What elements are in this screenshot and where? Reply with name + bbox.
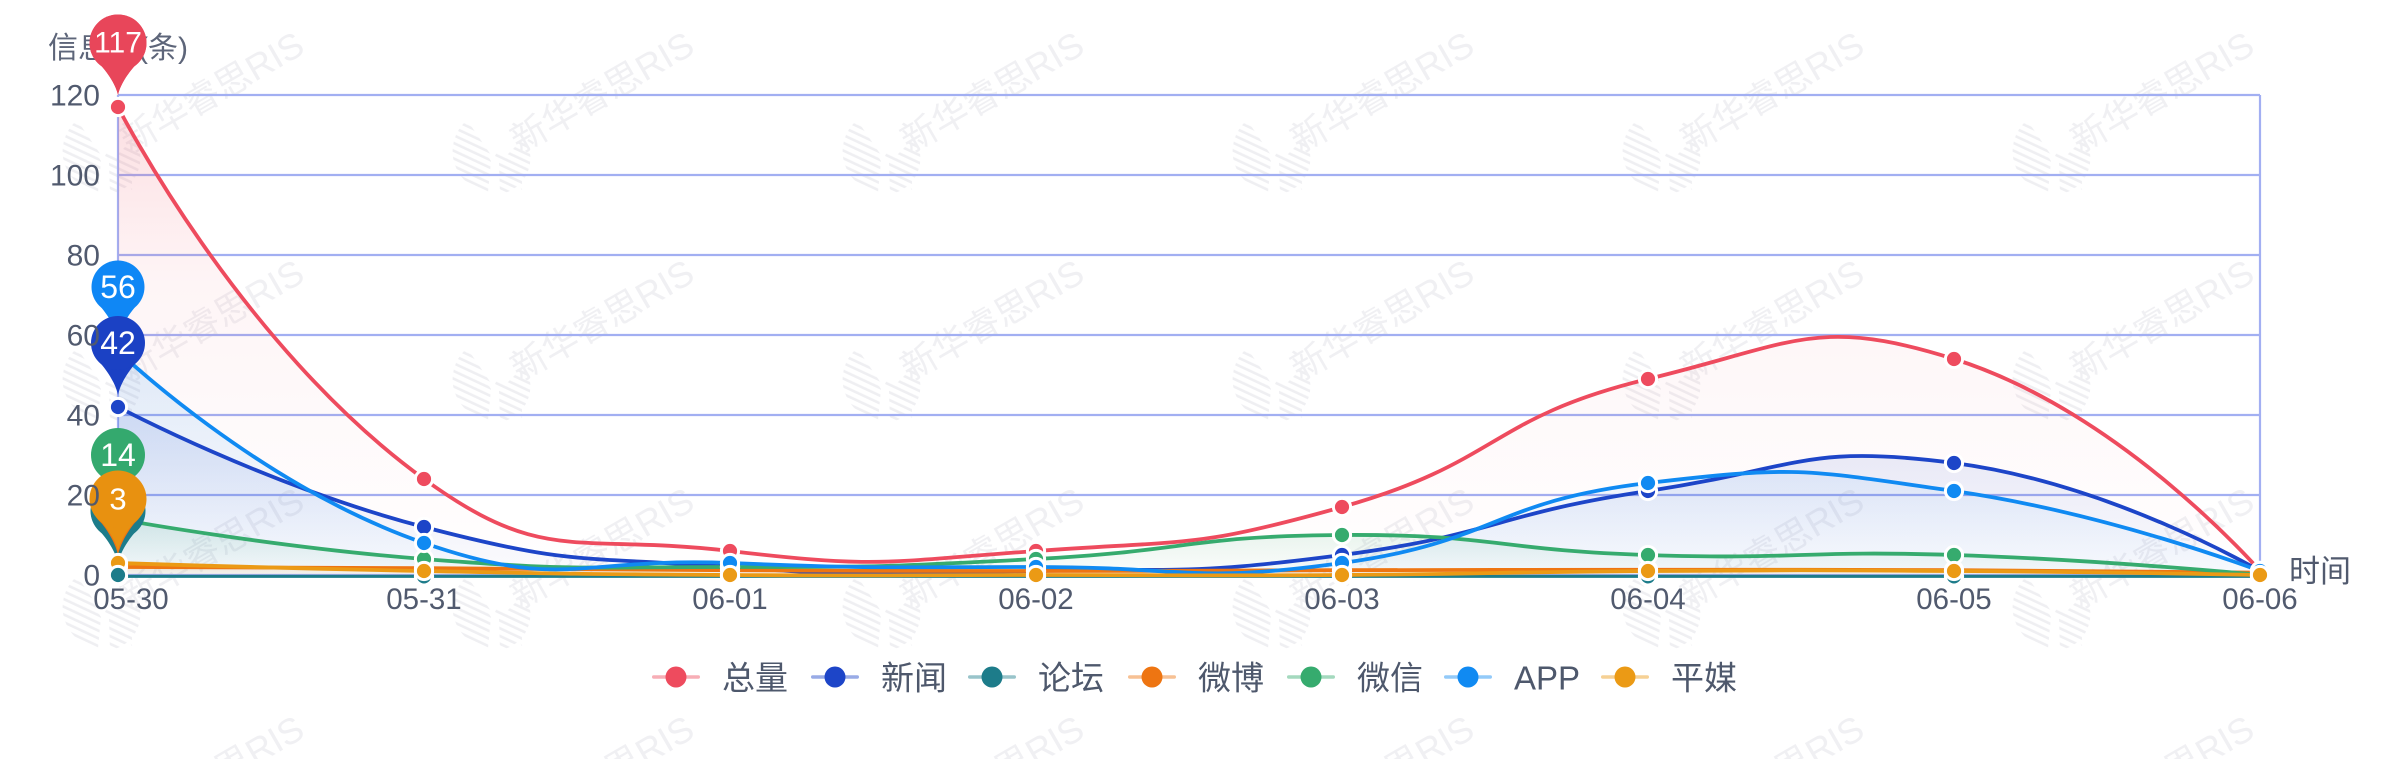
svg-text:60: 60 xyxy=(67,320,100,353)
svg-text:06-03: 06-03 xyxy=(1304,583,1379,616)
svg-text:42: 42 xyxy=(100,325,136,361)
svg-text:05-31: 05-31 xyxy=(386,583,461,616)
svg-text:06-01: 06-01 xyxy=(692,583,767,616)
svg-text:05-30: 05-30 xyxy=(93,583,168,616)
svg-text:0: 0 xyxy=(83,560,100,593)
svg-text:120: 120 xyxy=(50,80,100,113)
svg-text:微博: 微博 xyxy=(1198,660,1264,697)
svg-text:3: 3 xyxy=(109,482,126,517)
svg-text:14: 14 xyxy=(100,437,136,473)
svg-text:56: 56 xyxy=(100,269,136,305)
svg-text:06-05: 06-05 xyxy=(1916,583,1991,616)
svg-text:20: 20 xyxy=(67,480,100,513)
svg-text:80: 80 xyxy=(67,240,100,273)
svg-text:新闻: 新闻 xyxy=(881,660,947,697)
svg-text:100: 100 xyxy=(50,160,100,193)
svg-text:06-02: 06-02 xyxy=(998,583,1073,616)
svg-text:时间: 时间 xyxy=(2289,554,2351,589)
svg-text:总量: 总量 xyxy=(722,660,788,697)
svg-text:06-04: 06-04 xyxy=(1610,583,1685,616)
svg-text:APP: APP xyxy=(1514,660,1580,697)
svg-text:平媒: 平媒 xyxy=(1671,660,1737,697)
svg-text:117: 117 xyxy=(94,27,142,60)
svg-text:微信: 微信 xyxy=(1357,660,1423,697)
svg-text:论坛: 论坛 xyxy=(1038,660,1104,697)
svg-text:40: 40 xyxy=(67,400,100,433)
svg-text:06-06: 06-06 xyxy=(2222,583,2297,616)
